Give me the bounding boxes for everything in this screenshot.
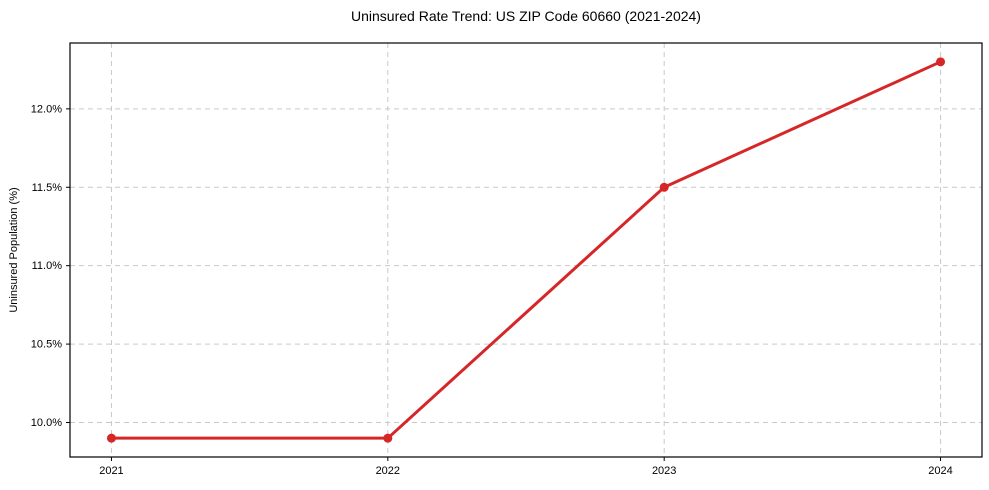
x-tick-label: 2024 [928,465,952,477]
data-point-marker [106,433,116,443]
x-tick-label: 2022 [376,465,400,477]
y-tick-label: 11.5% [32,182,63,194]
x-tick-label: 2023 [652,465,676,477]
y-tick-label: 12.0% [31,103,62,115]
trend-line [109,60,943,440]
chart-title: Uninsured Rate Trend: US ZIP Code 60660 … [351,8,701,24]
data-point-marker [659,182,669,192]
y-tick-label: 10.0% [31,417,62,429]
data-point-marker [936,57,946,67]
y-tick-label: 11.0% [32,260,63,272]
x-tick-label: 2021 [99,465,123,477]
y-tick-label: 10.5% [31,339,62,351]
plot-border [69,42,983,458]
data-point-marker [383,433,393,443]
